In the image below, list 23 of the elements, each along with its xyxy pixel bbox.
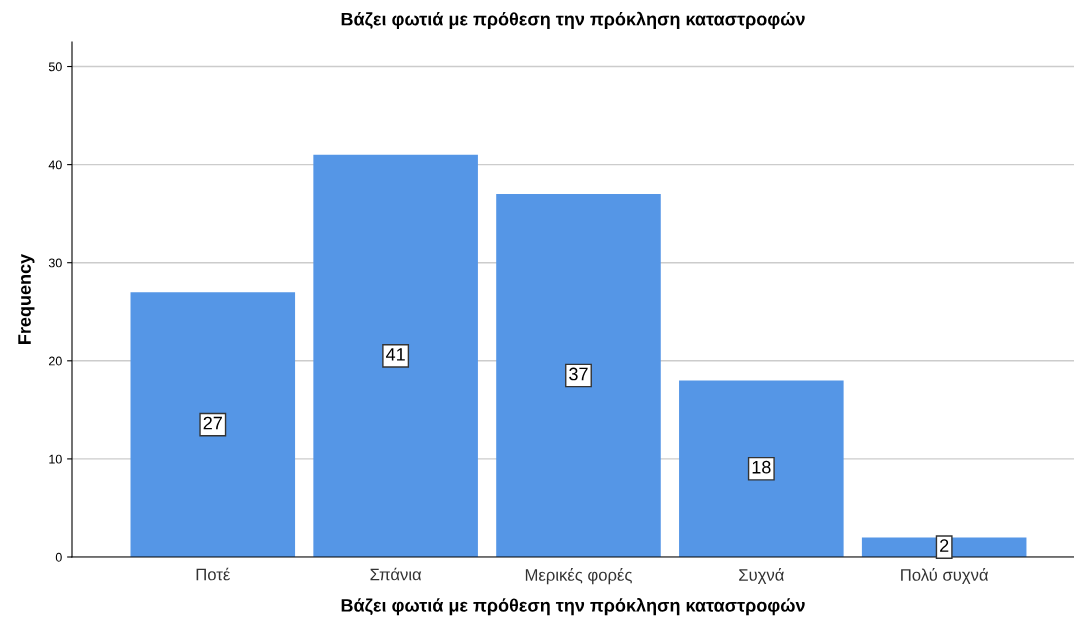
x-axis-title: Βάζει φωτιά με πρόθεση την πρόκληση καταστροφών [341, 598, 805, 616]
x-tick-label: Σπάνια [370, 567, 422, 581]
bar [496, 194, 661, 557]
y-tick-label: 40 [48, 160, 62, 170]
x-tick-label: Συχνά [739, 568, 784, 585]
y-tick-label: 0 [55, 552, 62, 562]
data-label: 27 [203, 416, 222, 430]
y-tick-label: 50 [48, 62, 62, 72]
y-tick-label: 10 [49, 454, 62, 464]
x-tick-label: Πολύ συχνά [901, 568, 989, 585]
bar [679, 380, 844, 557]
y-tick-label: 20 [49, 356, 62, 366]
y-axis-title: Frequency [18, 253, 35, 344]
data-label: 2 [940, 539, 949, 552]
data-label: 41 [386, 348, 405, 361]
bar [130, 292, 296, 557]
x-tick-label: Ποτέ [196, 567, 231, 581]
data-label: 37 [569, 367, 588, 381]
x-tick-label: Μερικές φορές [525, 568, 632, 585]
bar [313, 154, 478, 557]
data-label: 18 [752, 460, 771, 474]
y-tick-label: 30 [48, 258, 62, 268]
chart-title: Βάζει φωτιά με πρόθεση την πρόκληση καταστροφών [341, 11, 805, 30]
